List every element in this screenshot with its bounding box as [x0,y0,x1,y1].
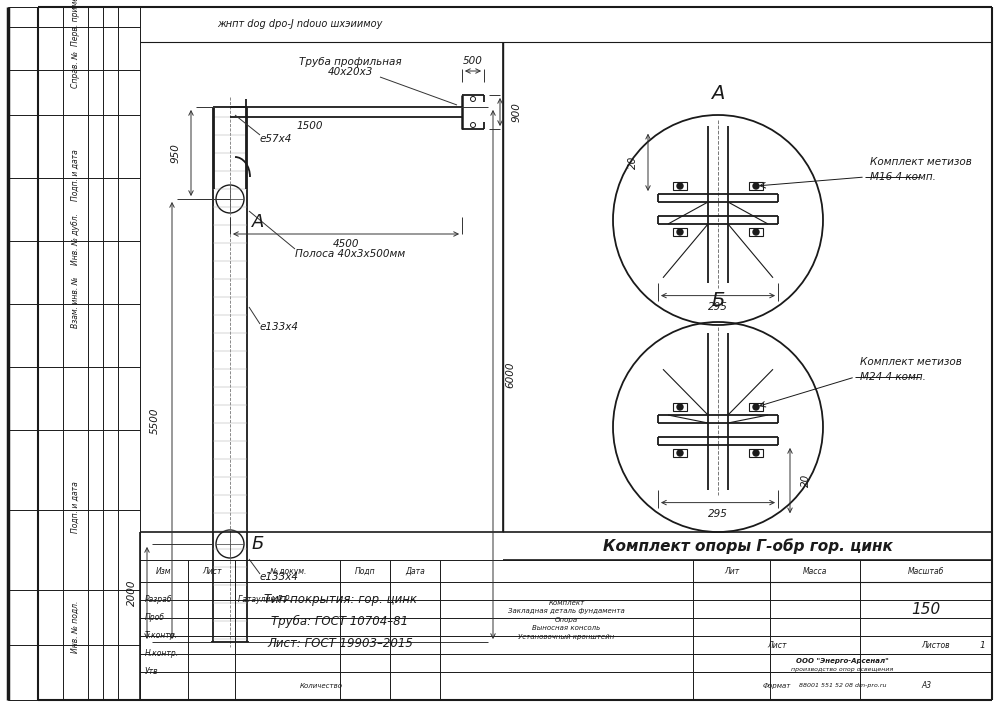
Text: Дата: Дата [405,566,425,575]
Text: Подп. и дата: Подп. и дата [70,149,80,201]
Circle shape [753,229,759,235]
Text: Количество: Количество [300,683,343,689]
Text: Проб: Проб [145,614,165,622]
Text: е57х4: е57х4 [260,134,292,144]
Text: М16 4 комп.: М16 4 комп. [870,172,936,182]
Text: Формат: Формат [762,683,791,689]
Text: 900: 900 [512,102,522,122]
Text: е133х4: е133х4 [260,322,299,332]
Text: А3: А3 [921,682,931,691]
Text: Лист: ГОСТ 19903–2015: Лист: ГОСТ 19903–2015 [267,636,413,650]
Text: Масштаб: Масштаб [908,566,944,575]
Bar [673,182,687,190]
Text: 950: 950 [171,143,181,163]
Circle shape [677,450,683,456]
Text: Перв. примен.: Перв. примен. [70,0,80,46]
Text: Полоса 40х3х500мм: Полоса 40х3х500мм [295,249,405,259]
Text: 6000: 6000 [505,361,515,387]
Text: Лист: Лист [767,641,786,650]
Text: Комплект опоры Г-обр гор. цинк: Комплект опоры Г-обр гор. цинк [603,538,892,554]
Circle shape [677,229,683,235]
Bar [749,449,763,457]
Text: жнпт dog dpo-J ndouo шхэиимоу: жнпт dog dpo-J ndouo шхэиимоу [217,19,383,29]
Text: А: А [711,84,725,103]
Text: Подп. и дата: Подп. и дата [70,481,80,533]
Text: Листов: Листов [921,641,950,650]
Bar [673,449,687,457]
Text: Инв. № подл.: Инв. № подл. [70,601,80,653]
Text: Н.контр.: Н.контр. [145,650,179,658]
Text: 40х20х3: 40х20х3 [327,67,373,77]
Text: М24 4 комп.: М24 4 комп. [860,372,926,382]
Text: Труба: ГОСТ 10704–81: Труба: ГОСТ 10704–81 [271,614,409,628]
Text: А: А [252,213,264,231]
Bar [749,403,763,411]
Bar [749,228,763,236]
Text: Изм: Изм [156,566,172,575]
Text: 295: 295 [708,508,728,519]
Text: 500: 500 [463,56,483,66]
Text: Лит: Лит [724,566,739,575]
Text: ООО "Энерго-Арсенал": ООО "Энерго-Арсенал" [796,658,889,664]
Text: Комплект
Закладная деталь фундамента
Опора
Выносная консоль
Установочный кронште: Комплект Закладная деталь фундамента Опо… [508,600,625,640]
Circle shape [753,183,759,189]
Text: Инв. № дубл.: Инв. № дубл. [70,213,80,265]
Text: Взам. инв. №: Взам. инв. № [70,276,80,328]
Text: Комплект метизов: Комплект метизов [870,157,972,167]
Text: 1500: 1500 [297,121,323,131]
Text: 20: 20 [628,156,638,169]
Text: производство опор освещения: производство опор освещения [791,667,894,672]
Bar [673,403,687,411]
Text: № докум.: № докум. [269,566,306,575]
Text: 88001 551 52 08 dm-pro.ru: 88001 551 52 08 dm-pro.ru [799,684,886,689]
Text: Гатаулин Р.Р.: Гатаулин Р.Р. [238,595,292,604]
Text: Лист: Лист [202,566,221,575]
Text: Т.контр.: Т.контр. [145,631,178,641]
Text: Б: Б [252,535,264,553]
Text: Комплект метизов: Комплект метизов [860,357,962,367]
Circle shape [753,404,759,410]
Text: Масса: Масса [803,566,827,575]
Text: Справ. №: Справ. № [70,50,80,88]
Bar [749,182,763,190]
Text: 5500: 5500 [150,407,160,434]
Text: Труба профильная: Труба профильная [299,57,401,67]
Text: 150: 150 [911,602,941,617]
Circle shape [677,404,683,410]
Text: Утв: Утв [145,667,159,677]
Text: 2000: 2000 [127,580,137,606]
Text: 20: 20 [801,474,811,487]
Text: е133х4: е133х4 [260,572,299,582]
Circle shape [753,450,759,456]
Text: 295: 295 [708,302,728,312]
Circle shape [677,183,683,189]
Text: Тип покрытия: гор. цинк: Тип покрытия: гор. цинк [264,592,416,605]
Text: Б: Б [711,291,725,310]
Text: Подп: Подп [355,566,375,575]
Text: 1: 1 [979,641,985,650]
Bar [673,228,687,236]
Text: Разраб: Разраб [145,595,173,604]
Text: 4500: 4500 [333,239,359,249]
